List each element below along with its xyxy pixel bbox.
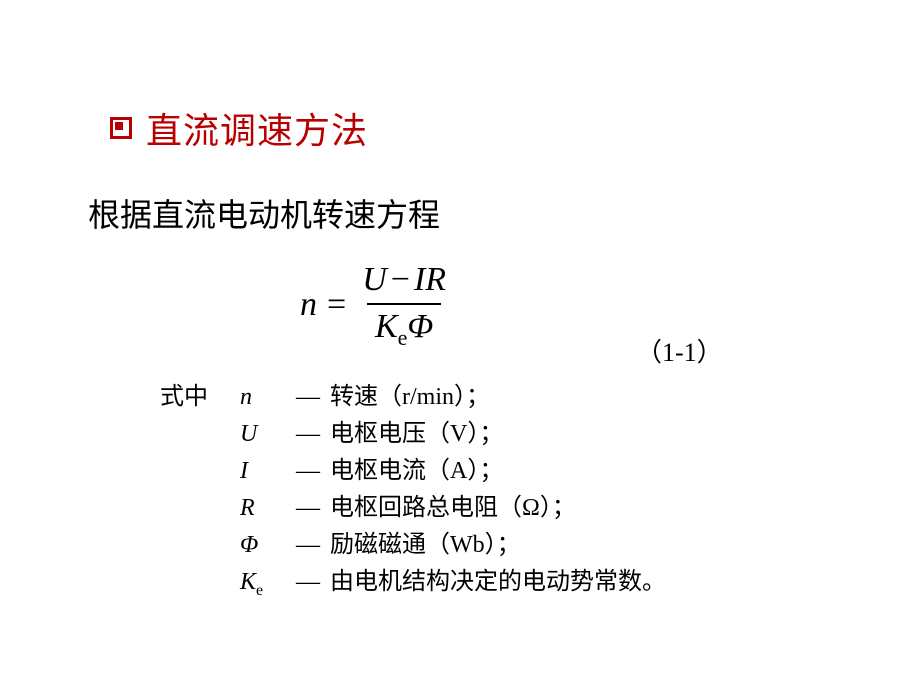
- def-dash: —: [286, 528, 330, 563]
- def-desc: 电枢电压（V）；: [330, 417, 503, 452]
- def-desc: 电枢电流（A）；: [330, 454, 503, 489]
- def-dash: —: [286, 565, 330, 600]
- definition-row: R — 电枢回路总电阻（Ω）；: [160, 491, 666, 528]
- def-desc: 电枢回路总电阻（Ω）；: [330, 491, 576, 526]
- slide-page: 直流调速方法 根据直流电动机转速方程 n = U−IR KeΦ （1-1） 式中…: [0, 0, 920, 690]
- equation-fraction: U−IR KeΦ: [350, 258, 458, 353]
- equation-number: （1-1）: [636, 332, 723, 369]
- def-dash: —: [286, 417, 330, 452]
- bullet-icon: [110, 117, 132, 139]
- definition-row: Φ — 励磁磁通（Wb）；: [160, 528, 666, 565]
- num-U: U: [362, 261, 387, 298]
- heading-text: 直流调速方法: [146, 102, 368, 154]
- def-desc: 励磁磁通（Wb）；: [330, 528, 521, 563]
- def-header: 式中: [160, 380, 240, 415]
- definition-row: I — 电枢电流（A）；: [160, 454, 666, 491]
- def-symbol: U: [240, 417, 286, 454]
- num-minus: −: [387, 261, 414, 298]
- intro-text: 根据直流电动机转速方程: [88, 190, 440, 236]
- def-desc: 转速（r/min）；: [330, 380, 490, 415]
- def-symbol: n: [240, 380, 286, 417]
- den-K: K: [375, 308, 398, 345]
- equation-equals: =: [323, 286, 350, 324]
- def-symbol: Ke: [240, 565, 286, 602]
- def-dash: —: [286, 380, 330, 415]
- def-dash: —: [286, 491, 330, 526]
- den-sub: e: [398, 325, 408, 350]
- def-dash: —: [286, 454, 330, 489]
- def-symbol: Φ: [240, 528, 286, 565]
- def-symbol: R: [240, 491, 286, 528]
- heading-row: 直流调速方法: [110, 102, 368, 154]
- definition-row: Ke — 由电机结构决定的电动势常数。: [160, 565, 666, 602]
- num-IR: IR: [414, 261, 446, 298]
- den-Phi: Φ: [407, 308, 433, 345]
- def-desc: 由电机结构决定的电动势常数。: [330, 565, 666, 600]
- equation-denominator: KeΦ: [367, 303, 441, 353]
- equation: n = U−IR KeΦ: [300, 258, 458, 353]
- definition-row: 式中 n — 转速（r/min）；: [160, 380, 666, 417]
- definition-row: U — 电枢电压（V）；: [160, 417, 666, 454]
- equation-lhs: n: [300, 286, 323, 324]
- equation-numerator: U−IR: [354, 258, 454, 303]
- definition-list: 式中 n — 转速（r/min）； U — 电枢电压（V）； I — 电枢电流（…: [160, 380, 666, 602]
- def-symbol: I: [240, 454, 286, 491]
